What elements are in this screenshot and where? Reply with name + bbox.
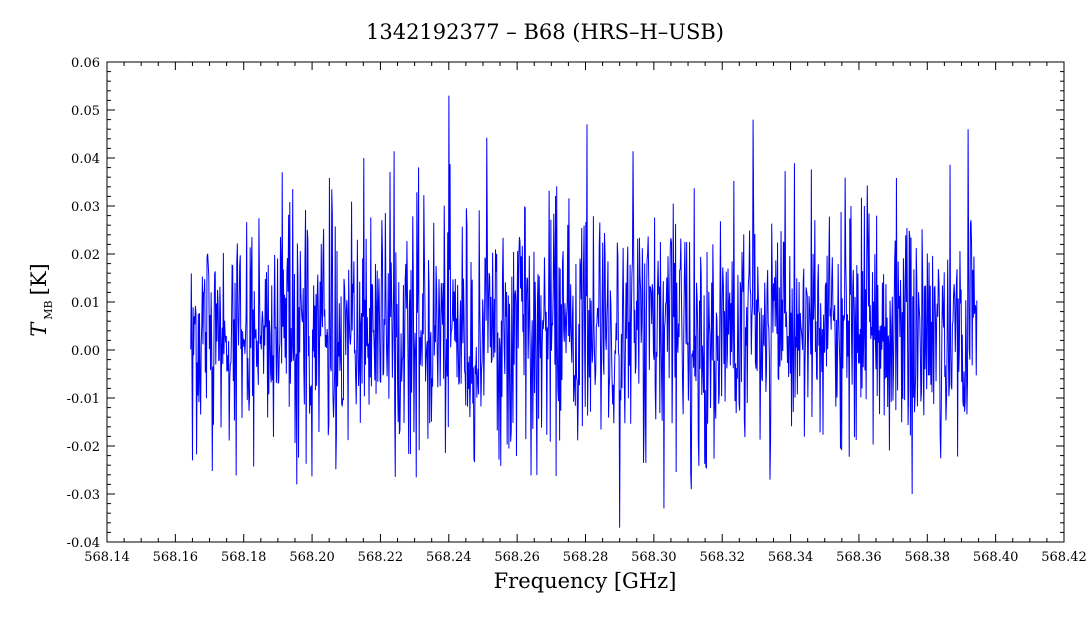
x-tick-label: 568.16: [153, 550, 199, 565]
spectrum-series-line: [190, 95, 978, 528]
x-tick-label: 568.30: [631, 550, 677, 565]
plot-area: [190, 95, 978, 528]
x-tick-label: 568.32: [699, 550, 745, 565]
x-tick-label: 568.26: [494, 550, 540, 565]
x-tick-label: 568.18: [221, 550, 267, 565]
y-tick-label: 0.00: [71, 344, 100, 359]
x-tick-label: 568.38: [905, 550, 951, 565]
y-tick-label: 0.03: [71, 200, 100, 215]
x-tick-label: 568.40: [973, 550, 1019, 565]
y-axis-label-main: T: [27, 321, 51, 337]
y-tick-label: 0.02: [71, 248, 100, 263]
y-tick-label: 0.04: [71, 152, 100, 167]
y-axis-label-unit: [K]: [27, 263, 51, 295]
y-tick-label: -0.03: [67, 488, 100, 503]
x-tick-label: 568.20: [289, 550, 335, 565]
x-tick-label: 568.36: [836, 550, 882, 565]
x-tick-label: 568.42: [1041, 550, 1087, 565]
y-tick-label: 0.05: [71, 104, 100, 119]
x-axis-label: Frequency [GHz]: [494, 569, 677, 593]
y-tick-label: -0.04: [67, 536, 100, 551]
svg-text:TMB[K]: T MB [K]: [27, 263, 55, 336]
x-tick-label: 568.14: [84, 550, 130, 565]
y-tick-label: -0.01: [67, 392, 100, 407]
y-axis-ticks: -0.04 -0.03 -0.02 -0.01 0.00 0.01 0.02 0.03 0.04…: [67, 56, 1064, 551]
x-tick-label: 568.22: [358, 550, 404, 565]
chart-title: 1342192377 – B68 (HRS–H–USB): [366, 20, 724, 44]
y-tick-label: 0.06: [71, 56, 100, 71]
y-axis-label-sub: MB: [42, 300, 55, 319]
y-tick-label: 0.01: [71, 296, 100, 311]
x-axis-ticks: 568.14 568.16 568.18 568.20 568.22 568.24 568.…: [84, 62, 1087, 565]
x-tick-label: 568.24: [426, 550, 472, 565]
y-axis-label: T MB [K]: [27, 263, 55, 336]
x-tick-label: 568.28: [563, 550, 609, 565]
x-tick-label: 568.34: [768, 550, 814, 565]
y-tick-label: -0.02: [67, 440, 100, 455]
